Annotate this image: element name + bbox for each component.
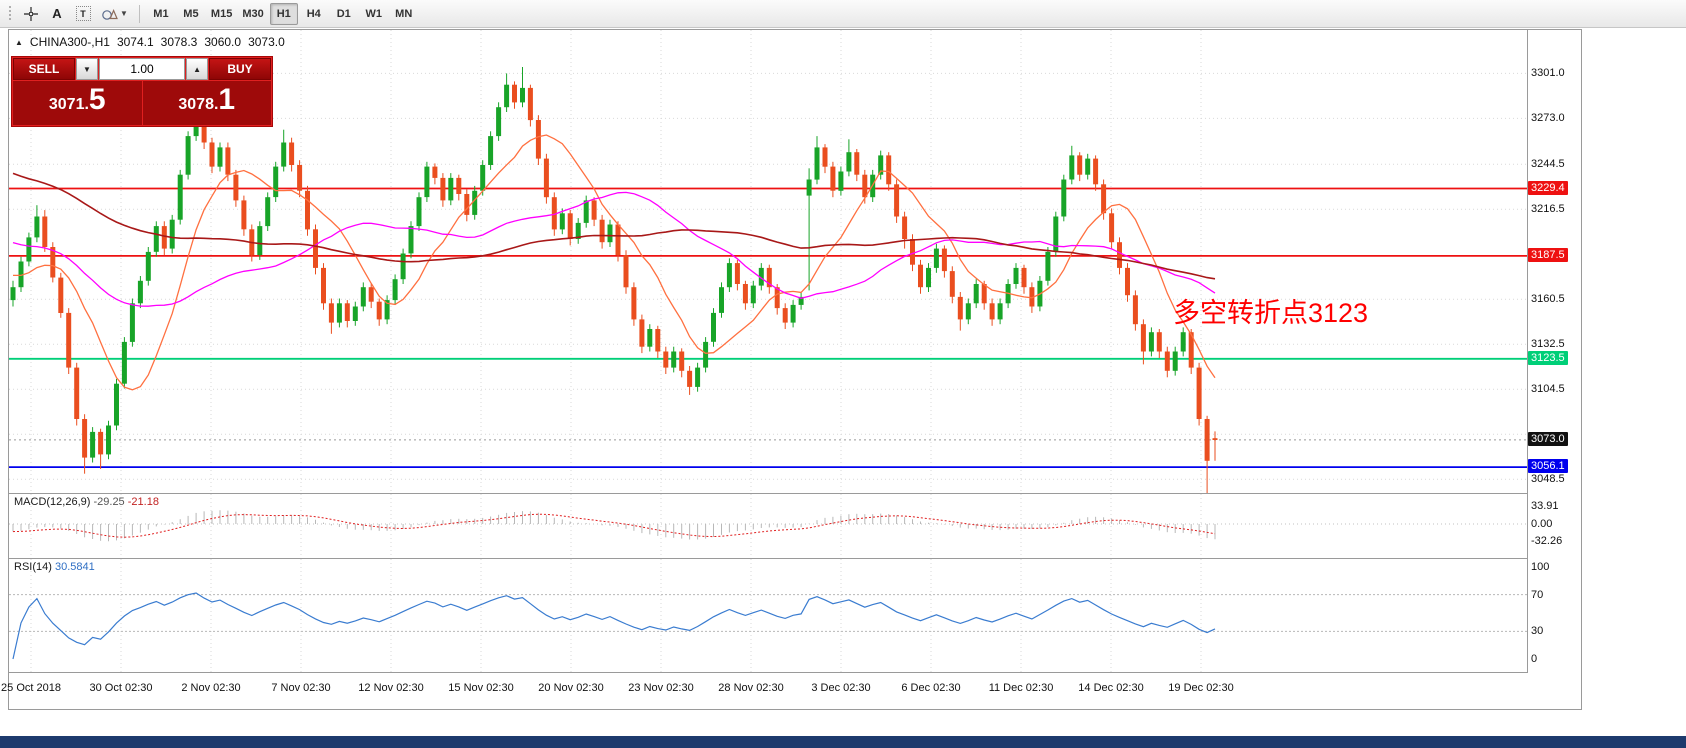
- time-axis-label: 14 Dec 02:30: [1078, 682, 1144, 694]
- panel-separator[interactable]: [9, 493, 1581, 494]
- time-axis: 25 Oct 2018 30 Oct 02:30 2 Nov 02:30 7 N…: [1, 673, 1581, 709]
- sell-price-big-digit: 5: [88, 83, 106, 116]
- axis-tick-label: 3104.5: [1531, 383, 1565, 395]
- panel-separator: [9, 672, 1581, 673]
- macd-axis-label: 33.91: [1531, 500, 1559, 512]
- shapes-tool-button[interactable]: ▼: [97, 3, 132, 25]
- price-axis: 3301.0 3273.0 3244.5 3216.5 3187.5 3160.5 3132…: [1527, 30, 1581, 673]
- sell-price-display[interactable]: 3071. 5: [13, 81, 142, 125]
- rsi-axis-label: 30: [1531, 625, 1544, 637]
- time-axis-label: 19 Dec 02:30: [1168, 682, 1234, 694]
- toolbar-grip-icon: [4, 3, 17, 25]
- buy-price-main: 3078.: [178, 96, 219, 113]
- axis-tick-label: 3216.5: [1531, 203, 1565, 215]
- rsi-chart[interactable]: [9, 559, 1527, 672]
- rsi-panel: RSI(14) 30.5841: [9, 559, 1527, 672]
- timeframe-w1[interactable]: W1: [360, 3, 388, 25]
- price-chart-panel: ▲ CHINA300-,H1 3074.1 3078.3 3060.0 3073…: [9, 30, 1527, 493]
- axis-tick-label: 3244.5: [1531, 158, 1565, 170]
- timeframe-d1[interactable]: D1: [330, 3, 358, 25]
- time-axis-label: 7 Nov 02:30: [271, 682, 331, 694]
- top-toolbar: A T ▼ M1 M5 M15 M30 H1 H4 D1 W1 MN: [0, 0, 1686, 28]
- axis-tick-label: 3132.5: [1531, 338, 1565, 350]
- time-axis-label: 6 Dec 02:30: [901, 682, 961, 694]
- macd-axis-label: -32.26: [1531, 535, 1563, 547]
- text-a-icon: A: [52, 6, 62, 21]
- rsi-axis-label: 70: [1531, 589, 1544, 601]
- ohlc-high: 3078.3: [160, 35, 198, 49]
- sell-button[interactable]: SELL: [13, 58, 75, 80]
- ohlc-close: 3073.0: [248, 35, 285, 49]
- rsi-indicator-label: RSI(14) 30.5841: [14, 561, 95, 573]
- volume-input[interactable]: [98, 58, 186, 80]
- time-axis-label: 15 Nov 02:30: [448, 682, 514, 694]
- time-axis-label: 2 Nov 02:30: [181, 682, 241, 694]
- one-click-trade-panel: SELL ▼ ▲ BUY 3071.5 3078.1: [11, 56, 273, 127]
- crosshair-icon: [24, 6, 38, 21]
- level-price-tag: 3229.4: [1528, 181, 1568, 195]
- time-axis-label: 12 Nov 02:30: [358, 682, 424, 694]
- candlestick-chart[interactable]: 多空转折点3123: [9, 30, 1527, 493]
- volume-down-button[interactable]: ▼: [76, 58, 98, 80]
- time-axis-label: 30 Oct 02:30: [89, 682, 153, 694]
- chevron-down-icon: ▼: [120, 9, 128, 18]
- timeframe-h1[interactable]: H1: [269, 2, 298, 25]
- bottom-status-bar: [0, 736, 1686, 748]
- axis-tick-label: 3273.0: [1531, 112, 1565, 124]
- macd-indicator-label: MACD(12,26,9) -29.25 -21.18: [14, 496, 159, 508]
- axis-tick-label: 3048.5: [1531, 473, 1565, 485]
- buy-button[interactable]: BUY: [209, 58, 271, 80]
- timeframe-mn[interactable]: MN: [390, 3, 418, 25]
- text-box-icon: T: [75, 6, 91, 21]
- time-axis-label: 3 Dec 02:30: [811, 682, 871, 694]
- macd-chart[interactable]: [9, 494, 1527, 558]
- toolbar-separator: [138, 4, 140, 23]
- rsi-axis-label: 100: [1531, 561, 1550, 573]
- buy-price-big-digit: 1: [218, 83, 236, 116]
- sell-price-main: 3071.: [48, 96, 89, 113]
- buy-price-display[interactable]: 3078. 1: [142, 81, 271, 125]
- macd-axis-label: 0.00: [1531, 518, 1553, 530]
- timeframe-h4[interactable]: H4: [300, 3, 328, 25]
- macd-main-value: -29.25: [93, 496, 125, 508]
- rsi-axis-label: 0: [1531, 653, 1538, 665]
- label-tool-button[interactable]: T: [71, 3, 95, 25]
- chart-window: ▲ CHINA300-,H1 3074.1 3078.3 3060.0 3073…: [1, 29, 1582, 710]
- crosshair-tool-button[interactable]: [19, 3, 43, 25]
- level-price-tag: 3056.1: [1528, 459, 1568, 473]
- rsi-value: 30.5841: [54, 561, 95, 573]
- time-axis-label: 23 Nov 02:30: [628, 682, 694, 694]
- level-price-tag: 3187.5: [1528, 248, 1568, 262]
- text-tool-button[interactable]: A: [45, 3, 69, 25]
- timeframe-m15[interactable]: M15: [207, 3, 236, 25]
- ohlc-low: 3060.0: [204, 35, 242, 49]
- macd-panel: MACD(12,26,9) -29.25 -21.18: [9, 494, 1527, 558]
- time-axis-label: 28 Nov 02:30: [718, 682, 784, 694]
- level-price-tag: 3123.5: [1528, 351, 1568, 365]
- panel-separator[interactable]: [9, 558, 1581, 559]
- annotation-text: 多空转折点3123: [1173, 298, 1368, 328]
- time-axis-label: 11 Dec 02:30: [988, 682, 1054, 694]
- timeframe-m30[interactable]: M30: [238, 3, 267, 25]
- macd-signal-value: -21.18: [127, 496, 159, 508]
- expand-triangle-icon[interactable]: ▲: [15, 37, 23, 47]
- chart-header: ▲ CHINA300-,H1 3074.1 3078.3 3060.0 3073…: [15, 35, 285, 49]
- axis-tick-label: 3160.5: [1531, 293, 1565, 305]
- time-axis-label: 20 Nov 02:30: [538, 682, 604, 694]
- current-price-tag: 3073.0: [1528, 432, 1568, 446]
- symbol-label: CHINA300-,H1: [29, 35, 110, 49]
- axis-tick-label: 3301.0: [1531, 67, 1565, 79]
- timeframe-m1[interactable]: M1: [147, 3, 175, 25]
- volume-up-button[interactable]: ▲: [186, 58, 208, 80]
- ohlc-open: 3074.1: [116, 35, 154, 49]
- timeframe-m5[interactable]: M5: [177, 3, 205, 25]
- shapes-icon: [102, 8, 118, 20]
- time-axis-label: 25 Oct 2018: [1, 682, 61, 694]
